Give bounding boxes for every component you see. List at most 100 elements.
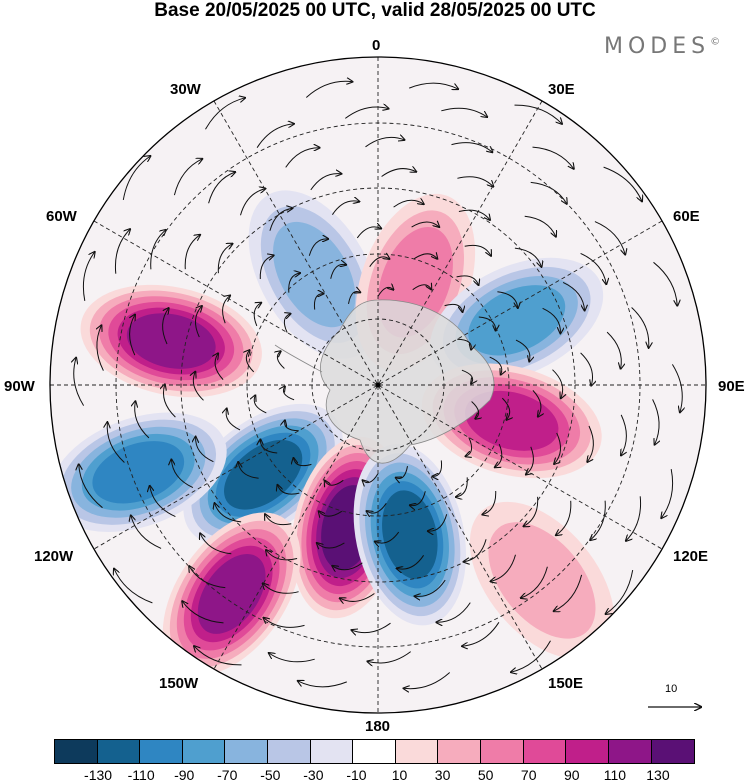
streamline-arrow [253, 303, 261, 327]
lon-label-150e: 150E [548, 675, 584, 692]
colorbar-tick-label: 90 [564, 767, 580, 783]
colorbar-swatch [268, 740, 311, 763]
streamline-arrow [497, 291, 517, 308]
streamline-arrow [511, 640, 551, 673]
colorbar-swatch [225, 740, 269, 763]
streamline-arrow [367, 503, 387, 513]
streamline-arrow [521, 566, 548, 598]
anomaly-contour [126, 313, 216, 369]
streamline-arrow [196, 437, 214, 463]
streamline-arrow [284, 314, 290, 333]
lon-label-120e: 120E [673, 548, 709, 565]
streamline-arrow [393, 200, 424, 208]
streamline-arrow [256, 124, 294, 148]
streamline-arrow [501, 397, 509, 420]
streamline-arrow [310, 174, 342, 191]
colorbar-swatch [353, 740, 396, 763]
streamline-arrow [369, 257, 390, 267]
colorbar-tick-label: 30 [434, 767, 451, 783]
streamline-arrow [308, 239, 328, 256]
streamline-arrow [580, 352, 593, 386]
streamline-arrow [554, 432, 561, 464]
streamline-arrow [397, 555, 425, 569]
streamline-arrow [436, 602, 471, 623]
streamline-arrow [626, 496, 642, 541]
streamline-arrow [590, 500, 606, 540]
colorbar-tick-label: -30 [303, 767, 324, 783]
streamline-arrow [377, 287, 393, 297]
streamline-arrow [269, 653, 315, 663]
streamline-arrow [317, 543, 345, 548]
lon-label-180: 180 [365, 718, 391, 735]
streamline-arrow [409, 82, 458, 89]
copyright-mark: © [710, 36, 726, 48]
streamline-arrow [451, 142, 493, 153]
streamline-arrow [514, 247, 542, 267]
streamline-arrow [150, 230, 166, 270]
streamline-arrow [162, 308, 169, 345]
streamline-arrow [97, 325, 104, 371]
colorbar-swatch [608, 740, 652, 763]
lon-label-0: 0 [372, 37, 381, 54]
streamline-arrow [603, 166, 642, 201]
streamline-arrow [532, 146, 574, 169]
colorbar-tick-label: 10 [391, 767, 408, 783]
colorbar-swatch [481, 740, 524, 763]
streamline-arrow [330, 264, 347, 279]
streamline-arrow [246, 350, 255, 373]
streamline-arrow [461, 369, 473, 383]
streamline-arrow [491, 554, 516, 582]
streamline-arrow [278, 485, 300, 495]
map-title: Base 20/05/2025 00 UTC, valid 28/05/2025… [154, 0, 596, 21]
streamline-arrow [340, 593, 375, 602]
colorbar-tick-label: 130 [646, 767, 670, 783]
colorbar-tick-label: -90 [174, 767, 195, 783]
streamline-arrow [82, 252, 94, 301]
streamline-arrow [464, 244, 491, 255]
streamline-arrow [457, 176, 493, 187]
streamline-arrow [396, 466, 408, 478]
streamline-arrow [285, 148, 320, 168]
streamline-arrow [495, 443, 503, 467]
streamline-arrow [319, 511, 343, 516]
streamline-arrow [441, 107, 487, 117]
lon-label-60e: 60E [673, 208, 700, 225]
streamline-arrow [193, 372, 204, 401]
streamline-arrow [331, 201, 359, 215]
streamline-arrow [222, 296, 231, 324]
streamline-arrow [200, 533, 232, 555]
streamline-arrow [606, 570, 634, 614]
colorbar-swatch [97, 740, 141, 763]
colorbar-tick-label: -50 [260, 767, 281, 783]
streamline-arrow [631, 307, 649, 348]
colorbar-tick-label: -10 [346, 767, 367, 783]
streamline-arrow [74, 358, 85, 406]
streamline-arrow [171, 460, 194, 489]
anomaly-contour [92, 441, 185, 504]
streamline-arrow [456, 275, 479, 285]
colorbar-tick-label: 70 [520, 767, 537, 783]
lon-label-30w: 30W [170, 81, 201, 98]
streamline-arrow [114, 229, 130, 274]
streamline-arrow [79, 464, 103, 509]
streamline-arrow [260, 439, 278, 454]
streamline-arrow [365, 137, 405, 148]
streamline-arrow [524, 496, 539, 527]
lon-label-90e: 90E [718, 378, 745, 395]
streamline-arrow [131, 516, 162, 549]
colorbar-swatch [566, 740, 609, 763]
streamline-arrow [457, 338, 471, 349]
streamline-arrow [264, 618, 305, 628]
streamline-arrow [226, 409, 241, 431]
streamline-arrow [466, 437, 472, 456]
streamline-arrow [259, 255, 273, 280]
streamline-arrow [107, 422, 125, 463]
streamline-arrow [471, 401, 479, 419]
streamline-arrow [265, 514, 292, 526]
colorbar-swatch [140, 740, 183, 763]
streamline-arrow [283, 386, 295, 401]
streamline-arrow [478, 316, 496, 331]
streamline-arrow [150, 486, 176, 518]
anomaly-contour [382, 490, 438, 580]
